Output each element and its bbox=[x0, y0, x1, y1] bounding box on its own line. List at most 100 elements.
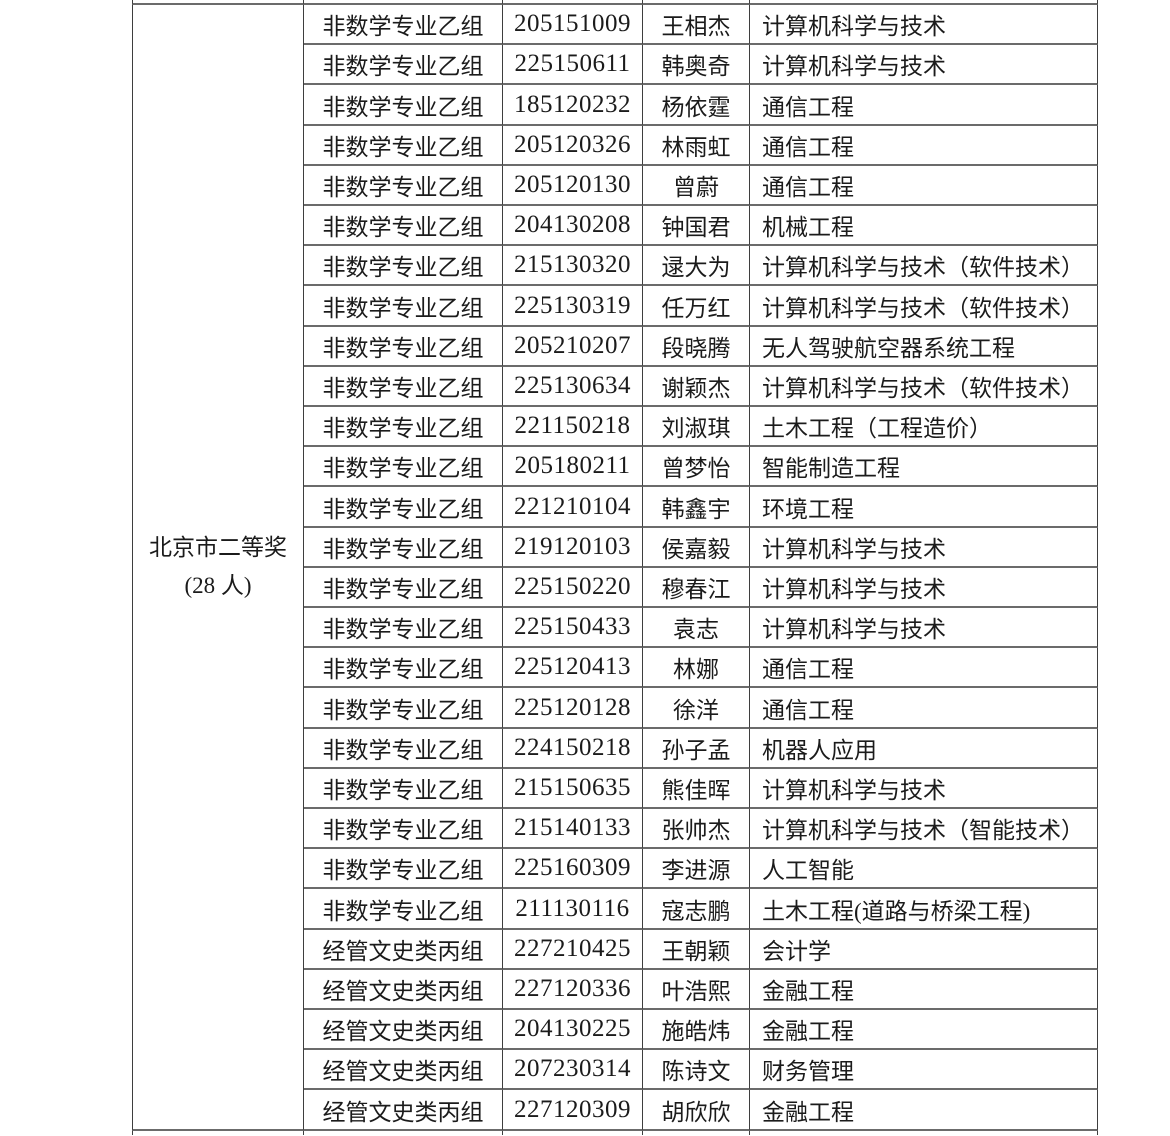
student-id-cell: 204130208 bbox=[503, 206, 643, 247]
major-cell: 环境工程 bbox=[750, 487, 1098, 528]
group-cell: 非数学专业乙组 bbox=[304, 849, 503, 890]
award-table-grid: 北京市二等奖 (28 人) 非数学专业乙组 205151009 王相杰 计算机科学与技… bbox=[132, 0, 1098, 1135]
student-name-cell: 杨依霆 bbox=[643, 85, 750, 126]
student-name-cell: 熊佳晖 bbox=[643, 768, 750, 810]
student-id-cell: 225130634 bbox=[503, 366, 643, 408]
student-name-cell: 钟国君 bbox=[643, 206, 750, 247]
major-cell: 财务管理 bbox=[750, 1050, 1098, 1091]
major-cell: 机器人应用 bbox=[750, 728, 1098, 769]
student-id-cell: 221150218 bbox=[503, 407, 643, 448]
major-cell: 机械工程 bbox=[750, 206, 1098, 247]
student-id-cell: 215150635 bbox=[503, 768, 643, 810]
group-cell: 非数学专业乙组 bbox=[304, 45, 503, 86]
student-name-cell: 张帅杰 bbox=[643, 809, 750, 850]
major-cell: 土木工程（工程造价） bbox=[750, 407, 1098, 448]
student-name-cell: 孙子孟 bbox=[643, 728, 750, 769]
major-cell: 通信工程 bbox=[750, 688, 1098, 729]
partial-bottom-cell bbox=[643, 1130, 750, 1135]
major-cell: 通信工程 bbox=[750, 165, 1098, 207]
student-name-cell: 刘淑琪 bbox=[643, 407, 750, 448]
major-cell: 计算机科学与技术 bbox=[750, 45, 1098, 86]
major-cell: 计算机科学与技术 bbox=[750, 608, 1098, 649]
group-cell: 非数学专业乙组 bbox=[304, 728, 503, 769]
award-table: 北京市二等奖 (28 人) 非数学专业乙组 205151009 王相杰 计算机科学与技… bbox=[132, 0, 1098, 1135]
group-cell: 非数学专业乙组 bbox=[304, 246, 503, 287]
student-id-cell: 227210425 bbox=[503, 929, 643, 970]
partial-top-cell bbox=[304, 0, 503, 5]
group-cell: 非数学专业乙组 bbox=[304, 447, 503, 488]
major-cell: 计算机科学与技术 bbox=[750, 567, 1098, 609]
partial-bottom-cell bbox=[132, 1130, 304, 1135]
group-cell: 经管文史类丙组 bbox=[304, 1050, 503, 1091]
group-cell: 非数学专业乙组 bbox=[304, 567, 503, 609]
student-id-cell: 205151009 bbox=[503, 5, 643, 46]
group-cell: 非数学专业乙组 bbox=[304, 326, 503, 367]
student-id-cell: 225150220 bbox=[503, 567, 643, 609]
student-name-cell: 李进源 bbox=[643, 849, 750, 890]
student-name-cell: 曾蔚 bbox=[643, 165, 750, 207]
student-name-cell: 王相杰 bbox=[643, 5, 750, 46]
partial-top-cell bbox=[503, 0, 643, 5]
student-name-cell: 叶浩熙 bbox=[643, 969, 750, 1011]
student-name-cell: 韩奥奇 bbox=[643, 45, 750, 86]
major-cell: 通信工程 bbox=[750, 125, 1098, 166]
student-id-cell: 225120128 bbox=[503, 688, 643, 729]
group-cell: 非数学专业乙组 bbox=[304, 286, 503, 327]
student-name-cell: 寇志鹏 bbox=[643, 889, 750, 930]
group-cell: 非数学专业乙组 bbox=[304, 809, 503, 850]
student-name-cell: 韩鑫宇 bbox=[643, 487, 750, 528]
partial-bottom-cell bbox=[503, 1130, 643, 1135]
student-name-cell: 胡欣欣 bbox=[643, 1090, 750, 1131]
student-id-cell: 185120232 bbox=[503, 85, 643, 126]
student-id-cell: 205210207 bbox=[503, 326, 643, 367]
student-id-cell: 225150433 bbox=[503, 608, 643, 649]
major-cell: 会计学 bbox=[750, 929, 1098, 970]
major-cell: 计算机科学与技术（智能技术） bbox=[750, 809, 1098, 850]
group-cell: 非数学专业乙组 bbox=[304, 648, 503, 689]
student-name-cell: 曾梦怡 bbox=[643, 447, 750, 488]
student-id-cell: 205120130 bbox=[503, 165, 643, 207]
group-cell: 非数学专业乙组 bbox=[304, 608, 503, 649]
student-id-cell: 215130320 bbox=[503, 246, 643, 287]
major-cell: 智能制造工程 bbox=[750, 447, 1098, 488]
group-cell: 非数学专业乙组 bbox=[304, 366, 503, 408]
partial-top-cell bbox=[132, 0, 304, 5]
student-name-cell: 任万红 bbox=[643, 286, 750, 327]
student-id-cell: 205180211 bbox=[503, 447, 643, 488]
student-id-cell: 225120413 bbox=[503, 648, 643, 689]
group-cell: 非数学专业乙组 bbox=[304, 889, 503, 930]
group-cell: 非数学专业乙组 bbox=[304, 5, 503, 46]
student-name-cell: 谢颖杰 bbox=[643, 366, 750, 408]
student-id-cell: 215140133 bbox=[503, 809, 643, 850]
major-cell: 通信工程 bbox=[750, 85, 1098, 126]
prize-name-label: 北京市二等奖 bbox=[149, 534, 287, 560]
major-cell: 金融工程 bbox=[750, 1010, 1098, 1051]
student-name-cell: 陈诗文 bbox=[643, 1050, 750, 1091]
student-id-cell: 204130225 bbox=[503, 1010, 643, 1051]
student-id-cell: 219120103 bbox=[503, 527, 643, 568]
student-name-cell: 段晓腾 bbox=[643, 326, 750, 367]
student-id-cell: 227120336 bbox=[503, 969, 643, 1011]
group-cell: 非数学专业乙组 bbox=[304, 85, 503, 126]
major-cell: 计算机科学与技术 bbox=[750, 5, 1098, 46]
student-name-cell: 施皓炜 bbox=[643, 1010, 750, 1051]
student-name-cell: 林娜 bbox=[643, 648, 750, 689]
student-id-cell: 225150611 bbox=[503, 45, 643, 86]
student-id-cell: 227120309 bbox=[503, 1090, 643, 1131]
student-name-cell: 王朝颖 bbox=[643, 929, 750, 970]
partial-bottom-cell bbox=[750, 1130, 1098, 1135]
group-cell: 非数学专业乙组 bbox=[304, 206, 503, 247]
major-cell: 人工智能 bbox=[750, 849, 1098, 890]
student-id-cell: 225130319 bbox=[503, 286, 643, 327]
student-name-cell: 林雨虹 bbox=[643, 125, 750, 166]
major-cell: 金融工程 bbox=[750, 1090, 1098, 1131]
partial-top-cell bbox=[643, 0, 750, 5]
partial-bottom-cell bbox=[304, 1130, 503, 1135]
group-cell: 非数学专业乙组 bbox=[304, 125, 503, 166]
student-name-cell: 穆春江 bbox=[643, 567, 750, 609]
major-cell: 计算机科学与技术（软件技术） bbox=[750, 286, 1098, 327]
student-id-cell: 205120326 bbox=[503, 125, 643, 166]
group-cell: 非数学专业乙组 bbox=[304, 407, 503, 448]
major-cell: 计算机科学与技术 bbox=[750, 768, 1098, 810]
student-id-cell: 221210104 bbox=[503, 487, 643, 528]
